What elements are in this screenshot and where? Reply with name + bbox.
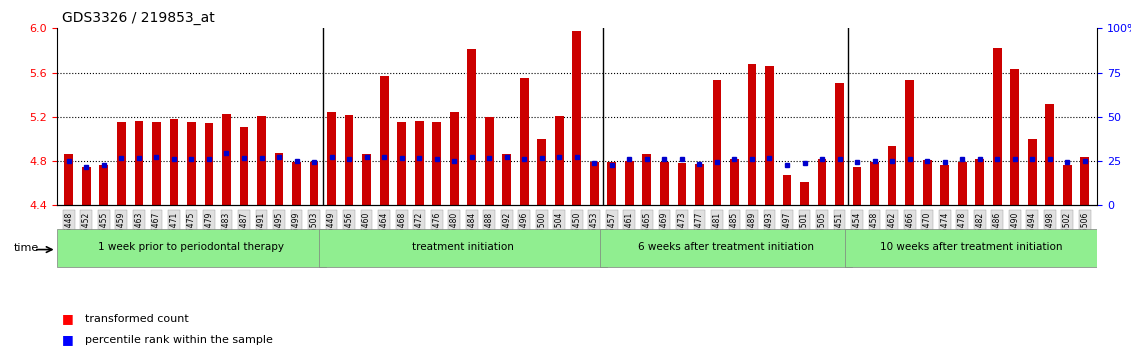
Bar: [958, 162, 967, 205]
Bar: [1063, 166, 1072, 205]
Bar: [450, 113, 458, 205]
Text: ■: ■: [62, 312, 74, 325]
Text: 10 weeks after treatment initiation: 10 weeks after treatment initiation: [880, 242, 1062, 252]
Bar: [590, 162, 598, 205]
Bar: [485, 117, 493, 205]
Bar: [1045, 104, 1054, 205]
Bar: [380, 76, 389, 205]
Bar: [607, 162, 616, 205]
Bar: [81, 167, 90, 205]
Bar: [415, 121, 423, 205]
FancyBboxPatch shape: [599, 229, 852, 267]
Text: GDS3326 / 219853_at: GDS3326 / 219853_at: [62, 11, 215, 25]
Bar: [555, 116, 563, 205]
Bar: [625, 161, 633, 205]
Bar: [362, 154, 371, 205]
Bar: [170, 119, 179, 205]
Bar: [853, 167, 862, 205]
FancyBboxPatch shape: [319, 229, 606, 267]
Bar: [397, 122, 406, 205]
Bar: [993, 48, 1002, 205]
FancyBboxPatch shape: [57, 229, 327, 267]
Bar: [572, 30, 581, 205]
Bar: [502, 154, 511, 205]
Bar: [467, 49, 476, 205]
Bar: [975, 159, 984, 205]
Bar: [187, 122, 196, 205]
Bar: [100, 166, 109, 205]
Bar: [800, 182, 809, 205]
Bar: [731, 159, 739, 205]
Bar: [240, 127, 249, 205]
FancyBboxPatch shape: [845, 229, 1097, 267]
Bar: [661, 162, 668, 205]
Bar: [345, 115, 354, 205]
Bar: [327, 113, 336, 205]
Text: ■: ■: [62, 333, 74, 346]
Bar: [1080, 157, 1089, 205]
Bar: [870, 162, 879, 205]
Bar: [888, 145, 897, 205]
Bar: [275, 153, 284, 205]
Bar: [765, 66, 774, 205]
Text: transformed count: transformed count: [85, 314, 189, 324]
Bar: [432, 122, 441, 205]
Bar: [135, 121, 144, 205]
Bar: [748, 64, 757, 205]
Bar: [677, 163, 687, 205]
Text: percentile rank within the sample: percentile rank within the sample: [85, 335, 273, 345]
Text: 1 week prior to periodontal therapy: 1 week prior to periodontal therapy: [98, 242, 284, 252]
Bar: [152, 122, 161, 205]
Bar: [783, 176, 792, 205]
Bar: [835, 82, 844, 205]
Bar: [923, 160, 932, 205]
Bar: [713, 80, 722, 205]
Bar: [520, 78, 528, 205]
Bar: [818, 159, 827, 205]
Bar: [116, 122, 126, 205]
Bar: [292, 162, 301, 205]
Text: time: time: [14, 243, 38, 253]
Bar: [64, 154, 74, 205]
Text: treatment initiation: treatment initiation: [412, 242, 513, 252]
Bar: [310, 162, 319, 205]
Bar: [257, 116, 266, 205]
Bar: [696, 164, 703, 205]
Bar: [205, 124, 214, 205]
Bar: [642, 154, 651, 205]
Bar: [940, 166, 949, 205]
Bar: [1010, 69, 1019, 205]
Bar: [222, 114, 231, 205]
Bar: [1028, 139, 1037, 205]
Bar: [905, 80, 914, 205]
Text: 6 weeks after treatment initiation: 6 weeks after treatment initiation: [638, 242, 813, 252]
Bar: [537, 139, 546, 205]
